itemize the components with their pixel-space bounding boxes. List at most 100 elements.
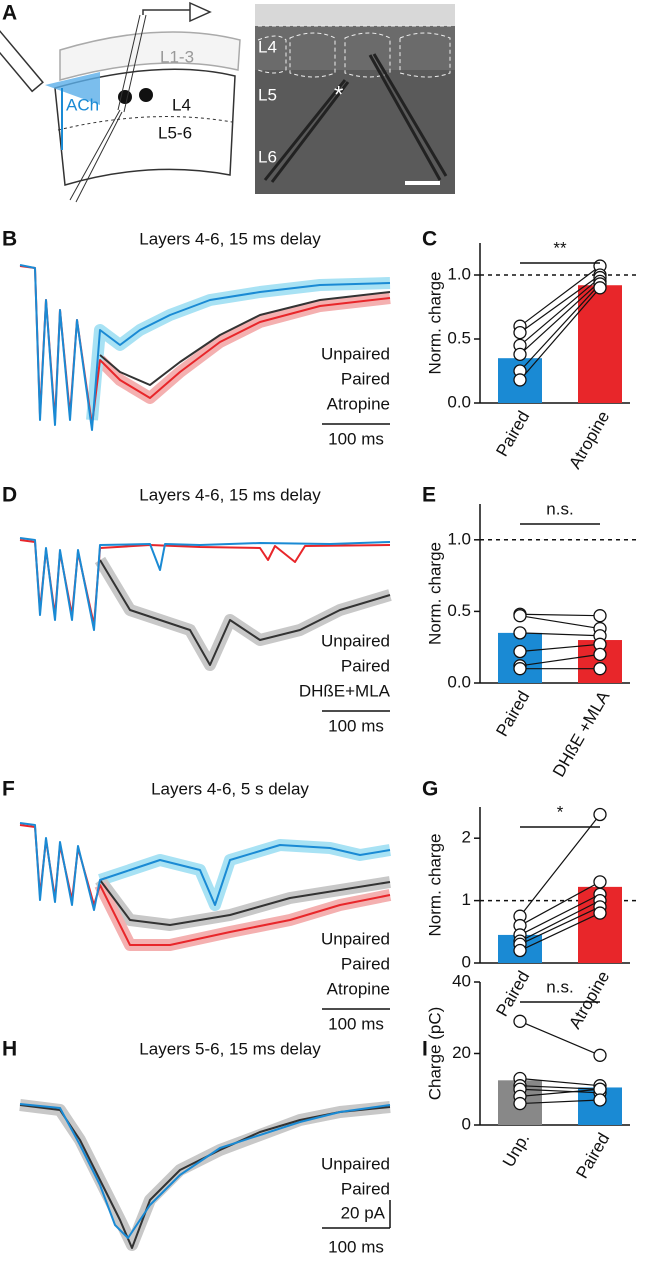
- panel-label: A: [2, 2, 17, 25]
- trace-title: Layers 4-6, 5 s delay: [151, 779, 309, 798]
- scale-label: 100 ms: [328, 1014, 384, 1033]
- pair-line: [519, 643, 601, 653]
- panel-label: B: [2, 228, 17, 251]
- schematic-label: L4: [172, 95, 191, 114]
- y-tick-label: 2: [462, 828, 471, 847]
- trace-panel: Layers 4-6, 5 s delay Unpaired Paired At…: [19, 779, 392, 1033]
- legend-entry: Paired: [341, 656, 390, 675]
- pair-line: [519, 632, 601, 637]
- panel-label: H: [2, 1038, 17, 1061]
- pair-line: [519, 613, 601, 617]
- significance-label: *: [557, 802, 564, 821]
- schematic-label: L1-3: [160, 47, 194, 66]
- pair-line: [519, 1088, 601, 1097]
- data-point: [513, 1014, 527, 1028]
- legend-entry: Paired: [341, 954, 390, 973]
- y-tick-label: 0: [462, 1114, 471, 1133]
- pair-line: [519, 1077, 601, 1087]
- pair-line: [519, 280, 601, 355]
- panel-label: D: [2, 484, 17, 507]
- significance-label: **: [553, 238, 567, 257]
- y-tick-label: 1.0: [447, 529, 471, 548]
- data-point: [593, 875, 607, 889]
- data-point: [513, 662, 527, 676]
- pair-line: [519, 1020, 601, 1056]
- significance-label: n.s.: [546, 977, 573, 996]
- pair-line: [519, 906, 601, 945]
- trace-title: Layers 5-6, 15 ms delay: [139, 1039, 321, 1058]
- micrograph-label: L5: [258, 85, 277, 104]
- data-point: [593, 906, 607, 920]
- pair-line: [519, 283, 601, 372]
- micrograph-label: *: [334, 81, 343, 108]
- x-tick-label: Atropine: [565, 408, 613, 472]
- data-point: [593, 662, 607, 676]
- data-point: [513, 609, 527, 623]
- data-point: [513, 1096, 527, 1111]
- schematic: L1-3 ACh L4 L5-6: [0, 1, 241, 203]
- y-axis-label: Norm. charge: [425, 542, 444, 645]
- y-tick-label: 0: [462, 952, 471, 971]
- data-point: [593, 281, 607, 295]
- legend-entry: Unpaired: [321, 631, 390, 650]
- y-tick-label: 0.0: [447, 672, 471, 691]
- pair-line: [519, 814, 601, 917]
- data-point: [513, 943, 527, 958]
- trace-title: Layers 4-6, 15 ms delay: [139, 229, 321, 248]
- x-tick-label: Unp.: [499, 1130, 533, 1171]
- pair-line: [519, 653, 601, 667]
- x-tick-label: Paired: [492, 408, 533, 460]
- legend-entry: Paired: [341, 369, 390, 388]
- legend-entry: Atropine: [327, 979, 390, 998]
- pair-line: [519, 265, 601, 327]
- x-tick-label: Paired: [492, 968, 533, 1020]
- data-point: [593, 647, 607, 662]
- panel-label: F: [2, 778, 15, 801]
- data-point: [593, 609, 607, 623]
- micrograph: L4 L5 L6 *: [255, 4, 455, 194]
- scale-label: 100 ms: [328, 716, 384, 735]
- trace-panel: Layers 4-6, 15 ms delay Unpaired Paired …: [19, 485, 392, 735]
- legend-entry: Paired: [341, 1179, 390, 1198]
- y-tick-label: 0.5: [447, 601, 471, 620]
- y-tick-label: 0.5: [447, 328, 471, 347]
- data-point: [593, 1048, 607, 1062]
- panel-label: G: [422, 778, 438, 801]
- pair-line: [519, 893, 601, 936]
- schematic-label: L5-6: [158, 123, 192, 142]
- legend-entry: DHßE+MLA: [299, 681, 391, 700]
- legend-entry: Unpaired: [321, 1154, 390, 1173]
- panel-label: E: [422, 484, 436, 507]
- pair-line: [519, 900, 601, 942]
- data-point: [593, 1093, 607, 1107]
- significance-label: n.s.: [546, 499, 573, 518]
- legend-entry: Unpaired: [321, 929, 390, 948]
- micrograph-label: L6: [258, 147, 277, 166]
- trace-panel: Layers 5-6, 15 ms delay Unpaired Paired …: [19, 1039, 391, 1256]
- y-axis-label: Norm. charge: [425, 272, 444, 375]
- x-tick-label: Paired: [492, 688, 533, 740]
- x-tick-label: Paired: [572, 1130, 613, 1182]
- data-point: [593, 807, 607, 822]
- pair-line: [519, 881, 601, 927]
- schematic-label: ACh: [66, 95, 99, 114]
- pair-line: [519, 274, 601, 334]
- data-point: [513, 373, 527, 387]
- trace-panel: Layers 4-6, 15 ms delay Unpaired Paired …: [19, 229, 391, 448]
- panel-label: C: [422, 228, 437, 251]
- micrograph-label: L4: [258, 37, 277, 56]
- panel-label: I: [422, 1038, 428, 1061]
- y-axis-label: Norm. charge: [425, 834, 444, 937]
- scale-label: 100 ms: [328, 1237, 384, 1256]
- x-tick-label: DHßE +MLA: [549, 687, 614, 780]
- data-point: [513, 644, 527, 659]
- pair-line: [519, 287, 601, 381]
- y-tick-label: 1.0: [447, 264, 471, 283]
- trace-title: Layers 4-6, 15 ms delay: [139, 485, 321, 504]
- pair-line: [519, 1099, 601, 1105]
- pair-line: [519, 912, 601, 952]
- bar: [578, 285, 622, 403]
- scale-label: 20 pA: [341, 1203, 386, 1222]
- pair-line: [519, 277, 601, 346]
